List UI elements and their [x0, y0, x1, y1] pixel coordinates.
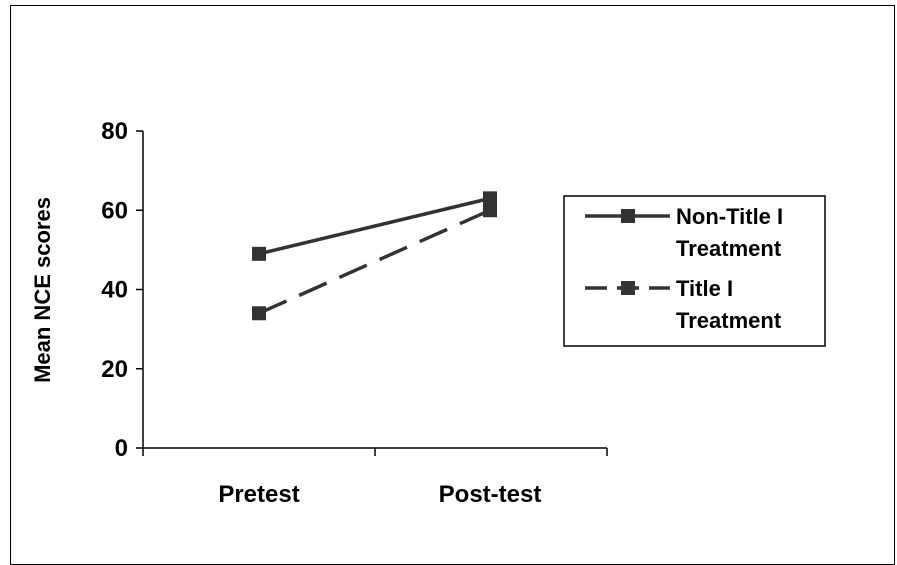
series-group: [252, 191, 497, 321]
legend-label: Non-Title I: [676, 204, 783, 229]
data-point: [252, 306, 266, 321]
series-line-1: [258, 196, 491, 256]
axes: [142, 131, 607, 449]
legend-label: Treatment: [676, 236, 782, 261]
legend-label: Treatment: [676, 308, 782, 333]
legend-label: Title I: [676, 276, 733, 301]
line-chart: 0 20 40 60 80 Pretest Post-test Mean NCE scor…: [30, 118, 826, 508]
legend-marker: [621, 281, 635, 295]
legend: Non-Title I Treatment Title I Treatment: [563, 195, 826, 347]
x-tick-label: Pretest: [218, 481, 299, 508]
data-point: [483, 203, 497, 218]
data-point: [483, 191, 497, 206]
y-tick-label: 40: [101, 277, 128, 304]
y-tick-label: 80: [101, 118, 128, 145]
x-ticks: Pretest Post-test: [142, 448, 608, 508]
legend-marker: [621, 209, 635, 223]
y-tick-label: 0: [115, 435, 128, 462]
y-axis-title: Mean NCE scores: [30, 197, 55, 383]
legend-box: [563, 195, 826, 347]
x-tick-label: Post-test: [439, 481, 542, 508]
data-point: [252, 246, 266, 261]
y-tick-label: 20: [101, 356, 128, 383]
y-ticks: 0 20 40 60 80: [101, 118, 143, 462]
y-tick-label: 60: [101, 197, 128, 224]
